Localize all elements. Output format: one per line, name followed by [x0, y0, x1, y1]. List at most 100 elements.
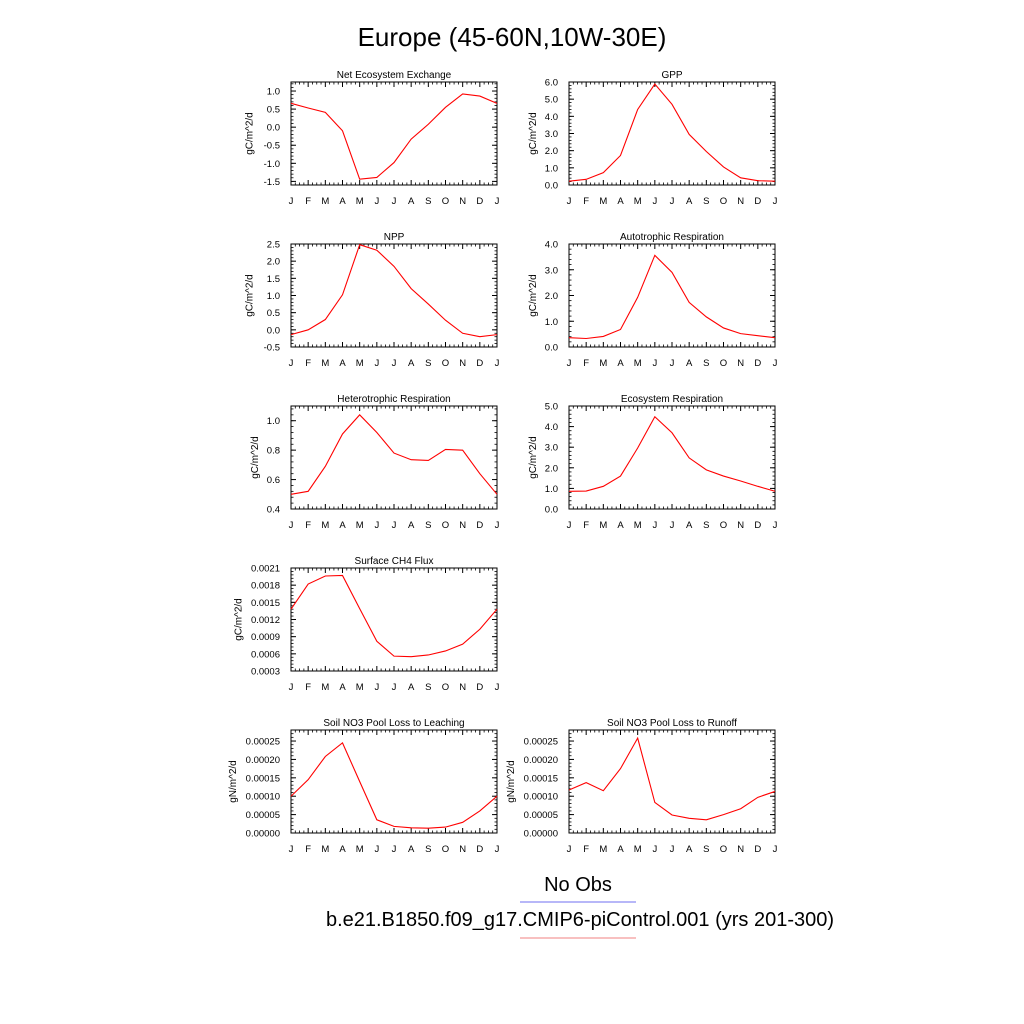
x-tick-label: J: [670, 520, 675, 531]
x-tick-label: M: [599, 520, 607, 531]
y-tick-label: 1.0: [545, 317, 558, 328]
y-tick-label: -0.5: [264, 141, 280, 152]
y-tick-label: 0.00000: [246, 829, 280, 840]
y-tick-label: 0.0018: [251, 581, 280, 592]
x-tick-label: F: [305, 520, 311, 531]
y-tick-label: 1.0: [267, 416, 280, 427]
x-tick-label: S: [703, 196, 709, 207]
x-tick-label: J: [652, 196, 657, 207]
y-axis-label: gC/m^2/d: [250, 436, 261, 479]
series-line: [568, 415, 776, 492]
y-tick-label: 5.0: [545, 402, 558, 413]
x-tick-label: J: [773, 844, 778, 855]
chart-title: Soil NO3 Pool Loss to Leaching: [323, 718, 464, 729]
x-tick-label: A: [408, 358, 415, 369]
x-tick-label: D: [754, 844, 761, 855]
x-tick-label: D: [754, 520, 761, 531]
y-tick-label: 0.00005: [524, 810, 558, 821]
x-tick-label: S: [425, 520, 431, 531]
x-tick-label: A: [617, 196, 624, 207]
series-line: [568, 83, 776, 182]
y-tick-label: 0.00000: [524, 829, 558, 840]
x-tick-label: S: [703, 520, 709, 531]
legend: No Obs b.e21.B1850.f09_g17.CMIP6-piContr…: [326, 874, 834, 939]
plot-frame: [568, 729, 776, 834]
x-tick-label: O: [720, 358, 727, 369]
plot-frame: [290, 405, 498, 510]
x-tick-label: J: [392, 196, 397, 207]
chart-title: NPP: [384, 232, 405, 243]
y-tick-label: 0.00020: [524, 755, 558, 766]
y-axis-label: gN/m^2/d: [228, 760, 239, 803]
x-tick-label: A: [617, 358, 624, 369]
y-tick-label: 2.5: [267, 240, 280, 251]
x-tick-label: J: [392, 844, 397, 855]
y-tick-label: 0.0: [545, 505, 558, 516]
y-tick-label: 0.0: [545, 181, 558, 192]
y-tick-label: 1.0: [545, 163, 558, 174]
x-tick-label: N: [459, 196, 466, 207]
chart-title: Autotrophic Respiration: [620, 232, 724, 243]
page-title: Europe (45-60N,10W-30E): [358, 22, 667, 52]
x-tick-label: M: [356, 196, 364, 207]
y-tick-label: -1.5: [264, 177, 280, 188]
x-tick-label: O: [720, 520, 727, 531]
y-tick-label: 3.0: [545, 443, 558, 454]
x-tick-label: J: [289, 844, 294, 855]
x-tick-label: N: [459, 520, 466, 531]
x-tick-label: A: [339, 844, 346, 855]
x-tick-label: D: [476, 682, 483, 693]
legend-obs-label: No Obs: [544, 874, 612, 896]
x-tick-label: M: [634, 520, 642, 531]
x-tick-label: A: [339, 682, 346, 693]
x-tick-label: J: [567, 844, 572, 855]
x-tick-label: A: [686, 358, 693, 369]
chart-title: Soil NO3 Pool Loss to Runoff: [607, 718, 737, 729]
x-tick-label: F: [305, 196, 311, 207]
y-tick-label: 0.00025: [246, 737, 280, 748]
x-tick-label: J: [289, 682, 294, 693]
y-tick-label: 0.4: [267, 505, 280, 516]
x-tick-label: M: [599, 844, 607, 855]
x-tick-label: J: [374, 196, 379, 207]
x-tick-label: J: [670, 358, 675, 369]
x-tick-label: D: [754, 358, 761, 369]
x-tick-label: J: [773, 196, 778, 207]
x-tick-label: F: [583, 520, 589, 531]
y-tick-label: 0.0009: [251, 632, 280, 643]
y-tick-label: 4.0: [545, 112, 558, 123]
x-tick-label: D: [476, 358, 483, 369]
x-tick-label: N: [459, 844, 466, 855]
y-tick-label: 0.0: [545, 343, 558, 354]
x-tick-label: N: [737, 358, 744, 369]
y-tick-label: 6.0: [545, 78, 558, 89]
x-tick-label: A: [617, 844, 624, 855]
x-tick-label: S: [425, 358, 431, 369]
x-tick-label: N: [459, 358, 466, 369]
series-line: [290, 93, 498, 180]
x-tick-label: J: [495, 520, 500, 531]
x-tick-label: J: [495, 682, 500, 693]
x-tick-label: J: [652, 520, 657, 531]
x-tick-label: M: [321, 844, 329, 855]
x-tick-label: J: [289, 358, 294, 369]
series-line: [568, 736, 776, 821]
y-tick-label: 0.00005: [246, 810, 280, 821]
plot-frame: [290, 81, 498, 186]
y-tick-label: 0.6: [267, 475, 280, 486]
x-tick-label: M: [321, 520, 329, 531]
x-tick-label: J: [567, 358, 572, 369]
y-tick-label: 5.0: [545, 95, 558, 106]
chart-title: Surface CH4 Flux: [355, 556, 434, 567]
x-tick-label: M: [321, 682, 329, 693]
y-tick-label: 0.00015: [524, 773, 558, 784]
x-tick-label: S: [425, 682, 431, 693]
x-tick-label: A: [686, 844, 693, 855]
x-tick-label: N: [737, 520, 744, 531]
